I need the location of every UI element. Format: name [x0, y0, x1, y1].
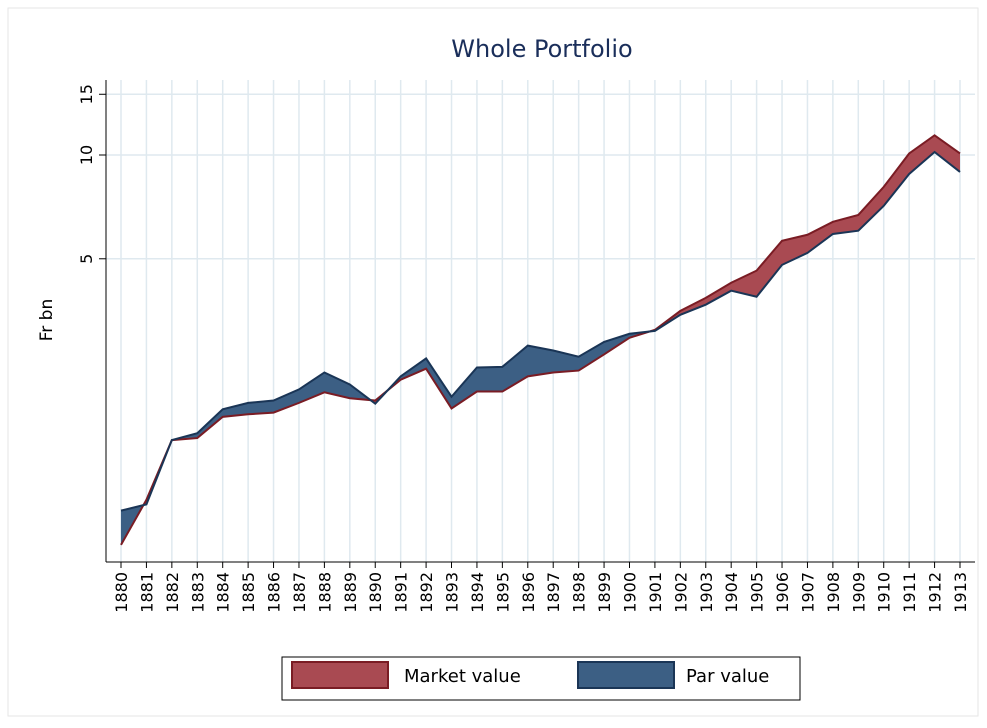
y-tick-label: 5	[77, 254, 96, 264]
x-tick-label: 1886	[265, 572, 284, 613]
x-tick-label: 1885	[239, 572, 258, 613]
x-tick-label: 1889	[341, 572, 360, 613]
x-tick-label: 1894	[468, 572, 487, 613]
x-tick-label: 1896	[519, 572, 538, 613]
x-tick-label: 1902	[671, 572, 690, 613]
x-tick-label: 1901	[646, 572, 665, 613]
chart-title: Whole Portfolio	[451, 35, 632, 63]
legend-swatch	[291, 661, 389, 689]
x-tick-label: 1906	[773, 572, 792, 613]
x-tick-label: 1911	[900, 572, 919, 613]
x-tick-label: 1890	[366, 572, 385, 613]
x-tick-label: 1903	[697, 572, 716, 613]
x-tick-label: 1891	[392, 572, 411, 613]
series-line	[120, 150, 961, 512]
x-tick-label: 1882	[163, 572, 182, 613]
y-tick-label: 15	[77, 84, 96, 104]
x-tick-label: 1884	[214, 572, 233, 613]
x-tick-label: 1899	[595, 572, 614, 613]
x-tick-label: 1898	[570, 572, 589, 613]
x-tick-label: 1912	[926, 572, 945, 613]
x-tick-label: 1900	[620, 572, 639, 613]
x-tick-label: 1910	[875, 572, 894, 613]
x-tick-label: 1904	[722, 572, 741, 613]
x-tick-label: 1909	[849, 572, 868, 613]
y-axis-label: Fr bn	[37, 299, 57, 342]
x-tick-label: 1907	[798, 572, 817, 613]
legend-label: Market value	[404, 666, 521, 687]
x-tick-label: 1895	[493, 572, 512, 613]
x-tick-label: 1883	[188, 572, 207, 613]
x-tick-label: 1908	[824, 572, 843, 613]
x-tick-label: 1888	[315, 572, 334, 613]
x-tick-label: 1880	[112, 572, 131, 613]
y-tick-label: 10	[77, 145, 96, 165]
legend-label: Par value	[686, 666, 769, 687]
x-tick-label: 1905	[748, 572, 767, 613]
x-tick-label: 1913	[951, 572, 970, 613]
series-line	[120, 134, 961, 546]
x-tick-label: 1892	[417, 572, 436, 613]
frame	[7, 7, 979, 717]
x-tick-label: 1881	[137, 572, 156, 613]
x-tick-label: 1887	[290, 572, 309, 613]
legend-swatch	[577, 661, 675, 689]
x-tick-label: 1897	[544, 572, 563, 613]
x-tick-label: 1893	[443, 572, 462, 613]
